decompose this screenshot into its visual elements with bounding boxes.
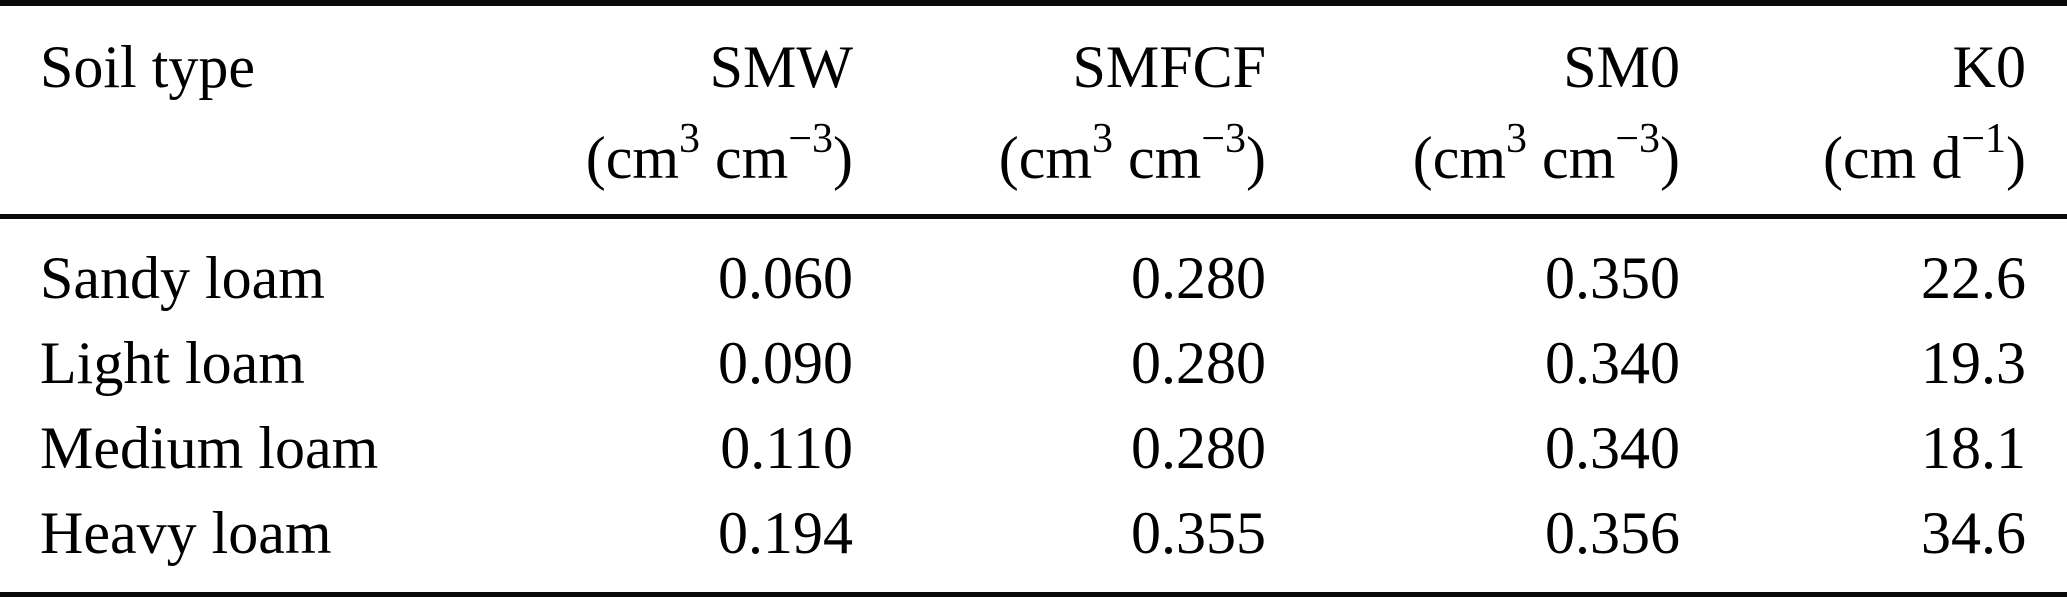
table-row: Heavy loam 0.194 0.355 0.356 34.6 — [0, 491, 2067, 595]
unit-part: ) — [1660, 125, 1680, 191]
soil-type-cell: Heavy loam — [40, 500, 332, 566]
column-header-sm0: SM0 (cm3 cm−3) — [1266, 3, 1680, 217]
k0-value-cell: 34.6 — [1921, 500, 2026, 566]
column-header-k0: K0 (cm d−1) — [1680, 3, 2067, 217]
smw-value-cell: 0.110 — [720, 415, 853, 481]
unit-part: ) — [2006, 125, 2026, 191]
k0-value-cell: 19.3 — [1921, 330, 2026, 396]
smfcf-value-cell: 0.280 — [1131, 245, 1266, 311]
smfcf-value-cell: 0.355 — [1131, 500, 1266, 566]
unit-superscript: −3 — [1615, 115, 1661, 162]
smw-value-cell: 0.194 — [718, 500, 853, 566]
column-label: Soil type — [40, 34, 256, 100]
sm0-value-cell: 0.340 — [1545, 330, 1680, 396]
smw-value-cell: 0.060 — [718, 245, 853, 311]
unit-superscript: −1 — [1961, 115, 2007, 162]
smfcf-value-cell: 0.280 — [1131, 415, 1266, 481]
header-row: Soil type SMW (cm3 cm−3) SMFCF (cm3 cm−3… — [0, 3, 2067, 217]
soil-type-cell: Sandy loam — [40, 245, 325, 311]
k0-value-cell: 18.1 — [1921, 415, 2026, 481]
table-body: Sandy loam 0.060 0.280 0.350 22.6 Light … — [0, 217, 2067, 595]
column-header-soil-type: Soil type — [0, 3, 445, 217]
unit-superscript: 3 — [679, 115, 701, 162]
sm0-value-cell: 0.340 — [1545, 415, 1680, 481]
unit-superscript: −3 — [788, 115, 834, 162]
unit-superscript: 3 — [1506, 115, 1528, 162]
unit-part: cm — [700, 125, 789, 191]
smfcf-value-cell: 0.280 — [1131, 330, 1266, 396]
unit-part: (cm — [1823, 125, 1917, 191]
table-row: Light loam 0.090 0.280 0.340 19.3 — [0, 321, 2067, 406]
unit-part: (cm — [585, 125, 680, 191]
column-unit: (cm3 cm−3) — [1266, 112, 1680, 204]
unit-superscript: 3 — [1092, 115, 1114, 162]
column-label: K0 — [1952, 34, 2026, 100]
column-unit: (cm3 cm−3) — [853, 112, 1266, 204]
sm0-value-cell: 0.350 — [1545, 245, 1680, 311]
column-unit: (cm3 cm−3) — [445, 112, 853, 204]
unit-part: cm — [1527, 125, 1616, 191]
unit-superscript: −3 — [1201, 115, 1247, 162]
soil-type-cell: Light loam — [40, 330, 305, 396]
soil-type-cell: Medium loam — [40, 415, 379, 481]
column-header-smfcf: SMFCF (cm3 cm−3) — [853, 3, 1266, 217]
unit-part: cm — [1113, 125, 1202, 191]
column-label: SMFCF — [1072, 34, 1266, 100]
table-row: Medium loam 0.110 0.280 0.340 18.1 — [0, 406, 2067, 491]
smw-value-cell: 0.090 — [718, 330, 853, 396]
column-label: SMW — [709, 34, 853, 100]
sm0-value-cell: 0.356 — [1545, 500, 1680, 566]
k0-value-cell: 22.6 — [1921, 245, 2026, 311]
column-label: SM0 — [1563, 34, 1680, 100]
unit-part: ) — [833, 125, 853, 191]
unit-part: ) — [1246, 125, 1266, 191]
column-unit: (cm d−1) — [1680, 112, 2026, 204]
unit-part: (cm — [998, 125, 1093, 191]
unit-part: (cm — [1412, 125, 1507, 191]
table-header: Soil type SMW (cm3 cm−3) SMFCF (cm3 cm−3… — [0, 3, 2067, 217]
unit-part: d — [1916, 125, 1962, 191]
table-row: Sandy loam 0.060 0.280 0.350 22.6 — [0, 217, 2067, 322]
column-header-smw: SMW (cm3 cm−3) — [445, 3, 853, 217]
